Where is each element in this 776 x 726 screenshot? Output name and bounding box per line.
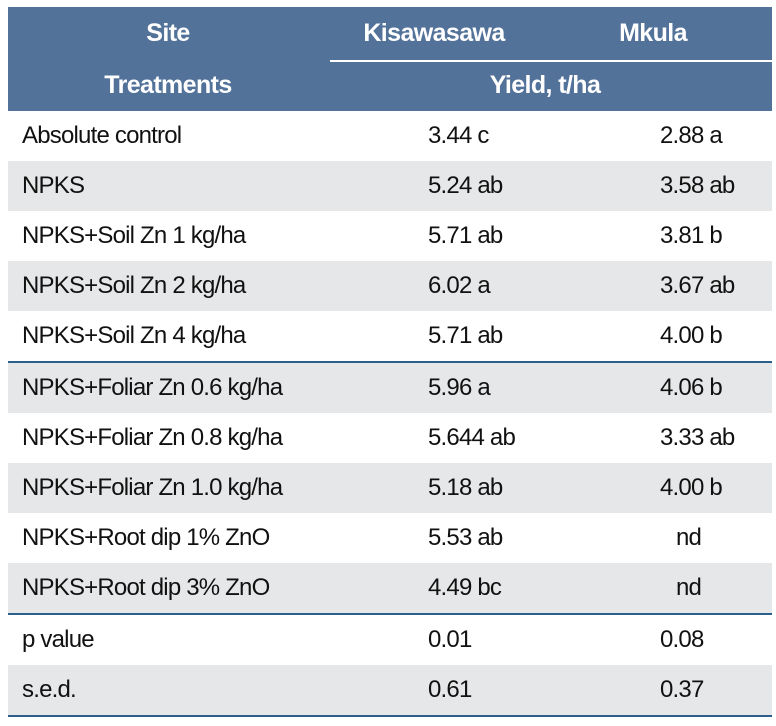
section-divider: [8, 715, 772, 717]
treatment-cell: NPKS+Root dip 3% ZnO: [22, 574, 270, 601]
table-header: Site Kisawasawa Mkula Treatments Yield, …: [8, 7, 772, 111]
yield-table: Site Kisawasawa Mkula Treatments Yield, …: [8, 7, 772, 717]
treatment-cell: NPKS+Foliar Zn 0.6 kg/ha: [22, 374, 283, 401]
kisawasawa-cell: 5.96 a: [428, 374, 491, 401]
mkula-cell: 4.00 b: [660, 322, 723, 349]
table-row: NPKS 5.24 ab 3.58 ab: [8, 161, 772, 211]
treatment-cell: Absolute control: [22, 122, 182, 149]
treatment-cell: NPKS+Soil Zn 4 kg/ha: [22, 322, 246, 349]
mkula-cell: 2.88 a: [660, 122, 723, 149]
table-row: NPKS+Root dip 1% ZnO 5.53 ab nd: [8, 513, 772, 563]
mkula-cell: nd: [676, 524, 702, 551]
treatment-cell: NPKS+Soil Zn 2 kg/ha: [22, 272, 246, 299]
header-site: Site: [146, 19, 190, 47]
table-row: NPKS+Foliar Zn 1.0 kg/ha 5.18 ab 4.00 b: [8, 463, 772, 513]
table-row: NPKS+Soil Zn 2 kg/ha 6.02 a 3.67 ab: [8, 261, 772, 311]
mkula-cell: 4.06 b: [660, 374, 723, 401]
kisawasawa-cell: 5.24 ab: [428, 172, 503, 199]
mkula-cell: 4.00 b: [660, 474, 723, 501]
table-row: NPKS+Foliar Zn 0.8 kg/ha 5.644 ab 3.33 ab: [8, 413, 772, 463]
treatment-cell: NPKS: [22, 172, 85, 199]
mkula-cell: 3.81 b: [660, 222, 723, 249]
treatment-cell: p value: [22, 626, 95, 653]
section-divider: [8, 361, 772, 363]
table-row: NPKS+Foliar Zn 0.6 kg/ha 5.96 a 4.06 b: [8, 363, 772, 413]
kisawasawa-cell: 5.71 ab: [428, 322, 503, 349]
kisawasawa-cell: 6.02 a: [428, 272, 491, 299]
kisawasawa-cell: 5.644 ab: [428, 424, 516, 451]
mkula-cell: 0.08: [660, 626, 704, 653]
header-mkula: Mkula: [619, 19, 687, 47]
header-kisawasawa: Kisawasawa: [363, 19, 505, 47]
kisawasawa-cell: 5.71 ab: [428, 222, 503, 249]
section-divider: [8, 613, 772, 615]
kisawasawa-cell: 0.01: [428, 626, 472, 653]
kisawasawa-cell: 0.61: [428, 676, 472, 703]
table-body: Absolute control 3.44 c 2.88 a NPKS 5.24 ab 3…: [8, 111, 772, 717]
table-row: Absolute control 3.44 c 2.88 a: [8, 111, 772, 161]
table-row: p value 0.01 0.08: [8, 615, 772, 665]
mkula-cell: 3.67 ab: [660, 272, 735, 299]
table-row: NPKS+Soil Zn 1 kg/ha 5.71 ab 3.81 b: [8, 211, 772, 261]
treatment-cell: NPKS+Soil Zn 1 kg/ha: [22, 222, 246, 249]
treatment-cell: s.e.d.: [22, 676, 77, 703]
mkula-cell: 3.58 ab: [660, 172, 735, 199]
header-treatments: Treatments: [104, 71, 232, 99]
header-yield: Yield, t/ha: [489, 71, 601, 99]
treatment-cell: NPKS+Foliar Zn 0.8 kg/ha: [22, 424, 283, 451]
mkula-cell: 0.37: [660, 676, 704, 703]
kisawasawa-cell: 3.44 c: [428, 122, 489, 149]
header-divider: [330, 60, 772, 62]
treatment-cell: NPKS+Root dip 1% ZnO: [22, 524, 270, 551]
treatment-cell: NPKS+Foliar Zn 1.0 kg/ha: [22, 474, 283, 501]
table-row: NPKS+Soil Zn 4 kg/ha 5.71 ab 4.00 b: [8, 311, 772, 361]
mkula-cell: nd: [676, 574, 702, 601]
mkula-cell: 3.33 ab: [660, 424, 735, 451]
table-row: NPKS+Root dip 3% ZnO 4.49 bc nd: [8, 563, 772, 613]
table-row: s.e.d. 0.61 0.37: [8, 665, 772, 715]
kisawasawa-cell: 5.53 ab: [428, 524, 503, 551]
kisawasawa-cell: 4.49 bc: [428, 574, 502, 601]
kisawasawa-cell: 5.18 ab: [428, 474, 503, 501]
